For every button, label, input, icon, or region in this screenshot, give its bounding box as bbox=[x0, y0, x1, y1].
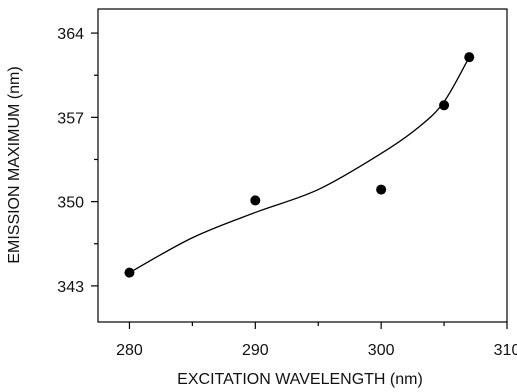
y-tick-label: 350 bbox=[57, 195, 84, 212]
y-axis-title: EMISSION MAXIMUM (nm) bbox=[6, 66, 23, 263]
y-tick-label: 343 bbox=[57, 279, 84, 296]
y-axis-tick-labels: 343 350 357 364 bbox=[57, 26, 84, 296]
x-tick-label: 280 bbox=[116, 342, 143, 359]
x-axis-title: EXCITATION WAVELENGTH (nm) bbox=[177, 371, 423, 388]
y-tick-label: 364 bbox=[57, 26, 84, 43]
data-point bbox=[250, 195, 261, 206]
data-point bbox=[124, 267, 135, 278]
x-axis-ticks bbox=[128, 322, 508, 329]
y-axis-ticks bbox=[91, 32, 98, 287]
fit-curve bbox=[129, 56, 470, 274]
y-tick-label: 357 bbox=[57, 110, 84, 127]
data-points bbox=[124, 52, 475, 278]
x-tick-label: 310 bbox=[494, 342, 517, 359]
data-point bbox=[376, 184, 387, 195]
x-tick-label: 300 bbox=[368, 342, 395, 359]
data-point bbox=[439, 100, 450, 111]
data-point bbox=[464, 52, 475, 63]
x-axis-tick-labels: 280 290 300 310 bbox=[116, 342, 517, 359]
plot-frame bbox=[97, 8, 508, 323]
x-tick-label: 290 bbox=[242, 342, 269, 359]
